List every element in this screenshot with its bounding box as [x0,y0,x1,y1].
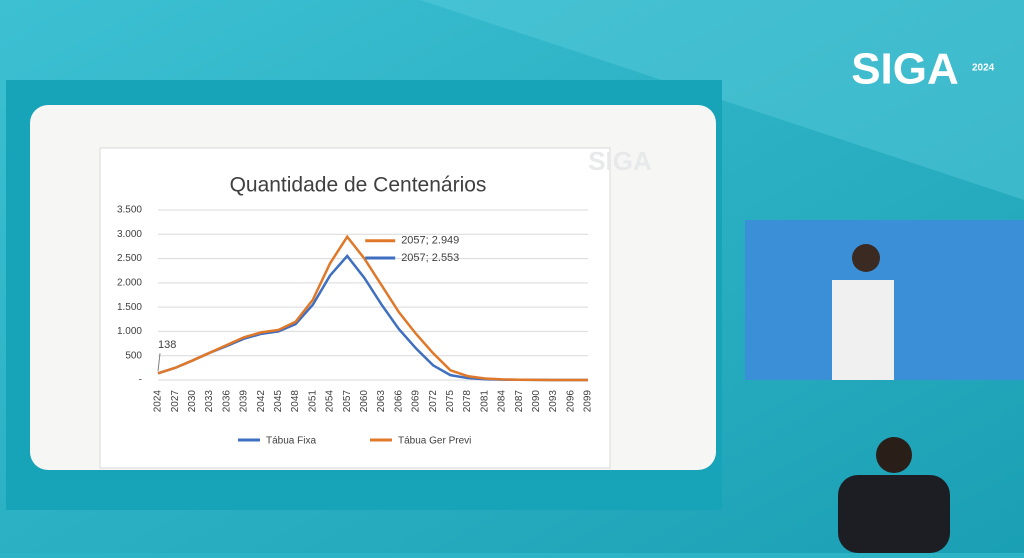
y-tick-label: 3.000 [117,229,142,240]
x-tick-label: 2057 [342,390,353,413]
background-shape [0,0,1024,200]
x-tick-label: 2036 [221,390,232,413]
x-tick-label: 2030 [187,390,198,413]
x-tick-label: 2063 [376,390,387,413]
speaker-head [852,244,880,272]
x-tick-label: 2045 [273,390,284,413]
x-tick-label: 2051 [307,390,318,413]
label-leader [157,353,161,372]
chart: Quantidade de Centenários - 500 1.000 1.500… [117,174,594,447]
y-tick-label: - [139,375,142,386]
y-tick-label: 500 [125,350,142,361]
x-tick-label: 2075 [445,390,456,413]
data-label: 2057; 2.553 [401,252,459,264]
x-tick-label: 2087 [514,390,525,413]
logo: SIGA [851,45,959,94]
x-tick-label: 2048 [290,390,301,413]
x-tick-label: 2027 [170,390,181,413]
watermark: SIGA [588,146,652,176]
x-tick-label: 2084 [497,390,508,413]
data-label: 2057; 2.949 [401,235,459,247]
x-tick-label: 2042 [256,390,267,413]
interpreter-head [876,437,912,473]
y-tick-label: 1.500 [117,302,142,313]
data-label: 138 [158,339,176,351]
x-tick-label: 2090 [531,390,542,413]
x-tick-label: 2069 [411,390,422,413]
x-tick-label: 2054 [325,390,336,413]
interpreter [838,475,950,553]
chart-title: Quantidade de Centenários [230,174,487,197]
series-line [157,234,588,382]
x-tick-label: 2072 [428,390,439,413]
x-tick-label: 2096 [565,390,576,413]
x-tick-label: 2066 [393,390,404,413]
chart-panel [99,147,611,469]
x-tick-label: 2060 [359,390,370,413]
logo-year: 2024 [972,63,995,74]
y-tick-label: 2.000 [117,277,142,288]
legend-label: Tábua Ger Previ [398,436,471,447]
x-tick-label: 2033 [204,390,215,413]
speaker [832,280,894,380]
x-tick-label: 2081 [479,390,490,413]
legend-label: Tábua Fixa [266,436,316,447]
y-tick-label: 1.000 [117,326,142,337]
x-tick-label: 2039 [239,390,250,413]
y-tick-label: 3.500 [117,205,142,216]
x-tick-label: 2099 [583,390,594,413]
x-tick-label: 2093 [548,390,559,413]
x-tick-label: 2024 [153,390,164,413]
x-tick-label: 2078 [462,390,473,413]
y-tick-label: 2.500 [117,253,142,264]
